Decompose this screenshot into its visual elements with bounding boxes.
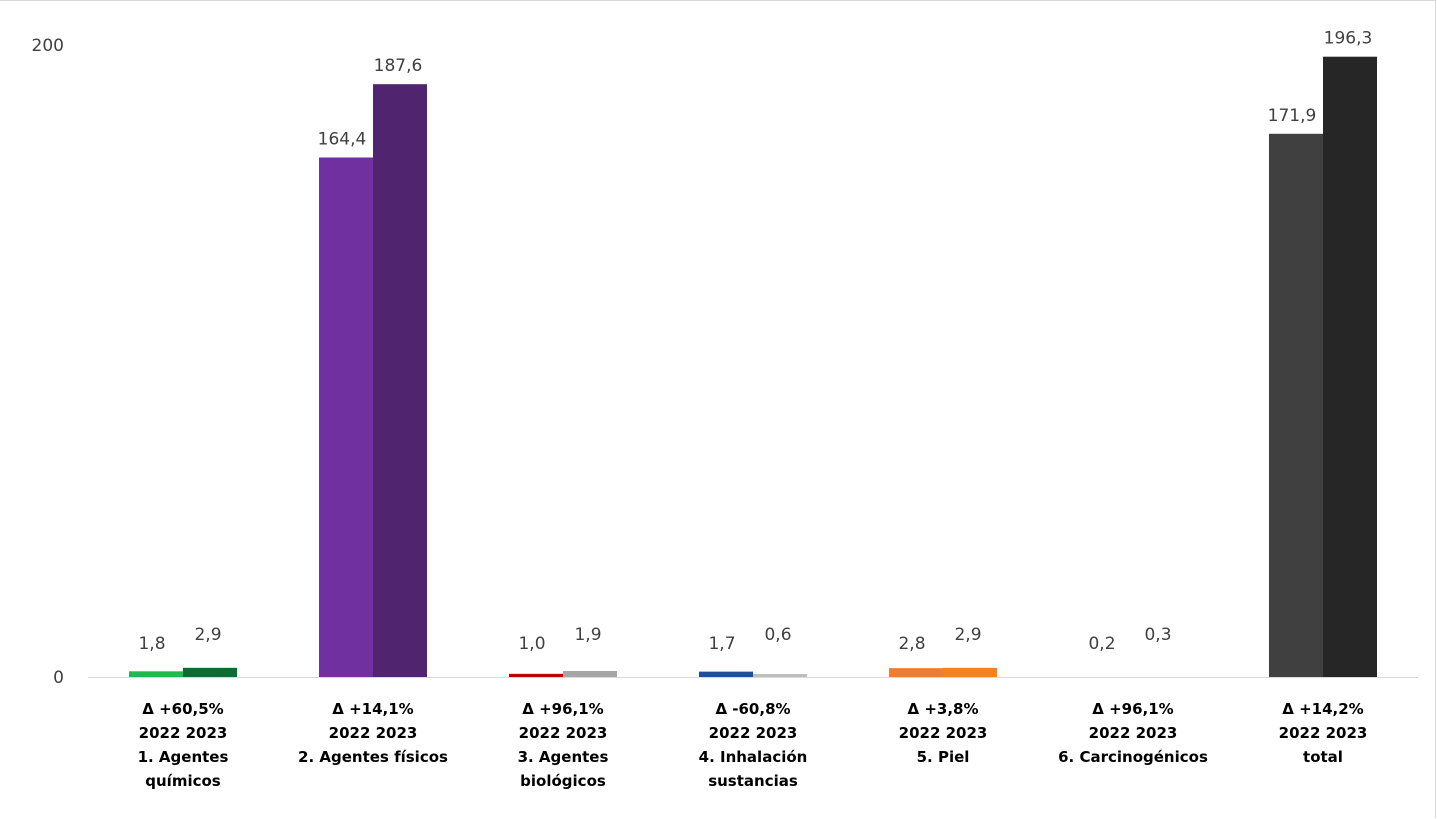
category-years-label: 2022 2023: [519, 724, 608, 742]
category-years-label: 2022 2023: [1089, 724, 1178, 742]
data-label: 1,7: [708, 634, 735, 654]
y-tick-label: 0: [53, 668, 64, 688]
bar-7-2022: [1269, 133, 1323, 677]
bars-layer: [129, 56, 1377, 678]
bar-6-2023: [1133, 674, 1187, 677]
category-years-label: 2022 2023: [139, 724, 228, 742]
category-name-label: sustancias: [708, 772, 798, 790]
category-delta-label: Δ +14,2%: [1282, 700, 1363, 718]
category-years-label: 2022 2023: [329, 724, 418, 742]
bar-2-2023: [373, 84, 427, 677]
category-name-label: 4. Inhalación: [699, 748, 808, 766]
bar-5-2022: [889, 668, 943, 677]
category-name-label: 2. Agentes físicos: [298, 748, 448, 766]
data-label: 1,0: [518, 634, 545, 654]
category-years-label: 2022 2023: [899, 724, 988, 742]
bar-1-2022: [129, 671, 183, 677]
category-delta-label: Δ +3,8%: [907, 700, 978, 718]
category-delta-label: Δ +14,1%: [332, 700, 413, 718]
category-name-label: total: [1303, 748, 1343, 766]
category-years-label: 2022 2023: [709, 724, 798, 742]
category-name-label: 6. Carcinogénicos: [1058, 748, 1208, 766]
category-delta-label: Δ +96,1%: [1092, 700, 1173, 718]
bar-5-2023: [943, 667, 997, 677]
bar-4-2022: [699, 671, 753, 677]
category-delta-label: Δ +60,5%: [142, 700, 223, 718]
category-name-label: 5. Piel: [917, 748, 970, 766]
bar-2-2022: [319, 157, 373, 678]
bar-6-2022: [1079, 674, 1133, 677]
bar-4-2023: [753, 674, 807, 677]
bar-3-2022: [509, 673, 563, 677]
bar-1-2023: [183, 667, 237, 677]
category-name-label: 3. Agentes: [518, 748, 609, 766]
data-label: 0,3: [1144, 625, 1171, 645]
data-label: 171,9: [1268, 106, 1317, 126]
y-tick-label: 200: [32, 36, 64, 56]
bar-7-2023: [1323, 56, 1377, 677]
data-label: 2,9: [194, 625, 221, 645]
data-label: 2,8: [898, 634, 925, 654]
data-label: 1,9: [574, 625, 601, 645]
category-name-label: biológicos: [520, 772, 606, 790]
category-years-label: 2022 2023: [1279, 724, 1368, 742]
category-delta-label: Δ -60,8%: [715, 700, 790, 718]
data-label: 187,6: [374, 56, 423, 76]
category-delta-label: Δ +96,1%: [522, 700, 603, 718]
data-label: 1,8: [138, 634, 165, 654]
data-label: 0,2: [1088, 634, 1115, 654]
category-name-label: químicos: [145, 772, 221, 790]
bar-3-2023: [563, 670, 617, 677]
labels-layer: 1,8 2,9 Δ +60,5% 2022 2023 1. Agentes químico…: [138, 29, 1373, 790]
data-label: 0,6: [764, 625, 791, 645]
axis-layer: 0 200: [32, 36, 1418, 688]
data-label: 164,4: [318, 129, 367, 149]
category-name-label: 1. Agentes: [138, 748, 229, 766]
data-label: 2,9: [954, 625, 981, 645]
data-label: 196,3: [1324, 29, 1373, 49]
